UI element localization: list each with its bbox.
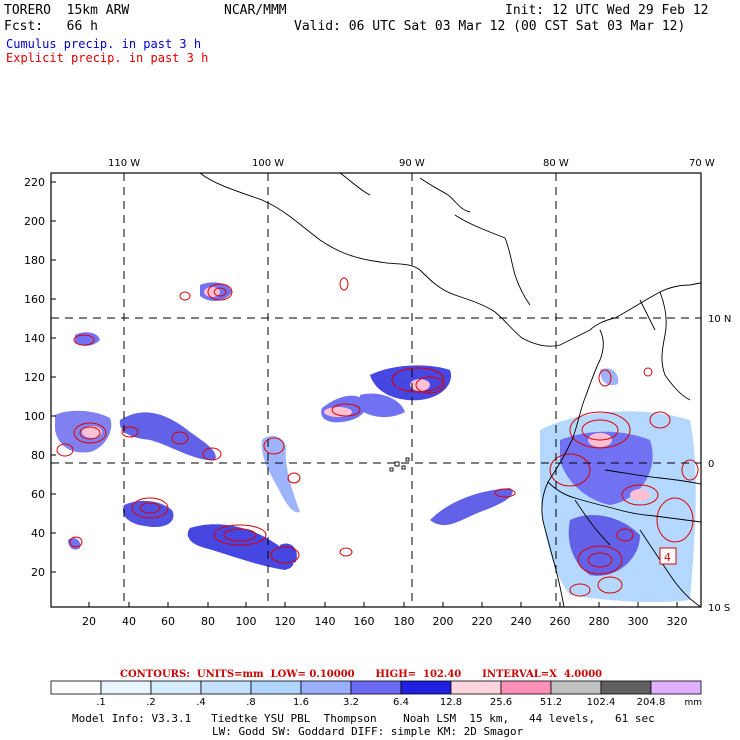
x-tick: 160 bbox=[354, 615, 375, 628]
forecast-hour: Fcst: 66 h bbox=[4, 19, 98, 34]
x-tick: 240 bbox=[511, 615, 532, 628]
x-tick: 220 bbox=[472, 615, 493, 628]
y-tick: 40 bbox=[31, 527, 45, 540]
lon-label-100w: 100 W bbox=[252, 158, 284, 169]
colorbar-unit: mm bbox=[684, 698, 702, 708]
y-tick: 200 bbox=[24, 215, 45, 228]
y-tick: 160 bbox=[24, 293, 45, 306]
x-tick: 280 bbox=[589, 615, 610, 628]
colorbar-label: .2 bbox=[146, 697, 156, 708]
marker-label: 4 bbox=[664, 551, 671, 564]
coastlines bbox=[199, 172, 702, 608]
x-tick: 260 bbox=[550, 615, 571, 628]
colorbar-label: 6.4 bbox=[393, 697, 409, 708]
x-tick: 120 bbox=[275, 615, 296, 628]
valid-time: Valid: 06 UTC Sat 03 Mar 12 (00 CST Sat … bbox=[294, 19, 686, 34]
y-tick: 20 bbox=[31, 566, 45, 579]
colorbar-label: 51.2 bbox=[540, 697, 562, 708]
model-physics: LW: Godd SW: Goddard DIFF: simple KM: 2D… bbox=[212, 725, 524, 738]
org-label: NCAR/MMM bbox=[224, 3, 287, 18]
y-tick: 180 bbox=[24, 254, 45, 267]
colorbar-swatch bbox=[50, 680, 102, 695]
x-axis-ticks: 20 40 60 80 100 120 140 160 180 200 220 … bbox=[82, 615, 688, 628]
marker-box bbox=[659, 547, 677, 565]
lat-labels: 10 N 0 10 S bbox=[708, 314, 731, 614]
colorbar-swatch bbox=[550, 680, 602, 695]
y-tick: 140 bbox=[24, 332, 45, 345]
colorbar-swatch bbox=[150, 680, 202, 695]
y-tick: 60 bbox=[31, 488, 45, 501]
colorbar-label: 102.4 bbox=[587, 697, 616, 708]
colorbar-swatch bbox=[600, 680, 652, 695]
colorbar-label: 3.2 bbox=[343, 697, 359, 708]
colorbar-label: .8 bbox=[246, 697, 256, 708]
y-tick: 80 bbox=[31, 449, 45, 462]
y-tick: 120 bbox=[24, 371, 45, 384]
lon-label-80w: 80 W bbox=[543, 158, 569, 169]
colorbar-swatch bbox=[300, 680, 352, 695]
lat-label-10n: 10 N bbox=[708, 314, 731, 325]
x-tick: 80 bbox=[201, 615, 215, 628]
colorbar-label: 12.8 bbox=[440, 697, 462, 708]
x-tick-marks bbox=[88, 602, 678, 607]
colorbar-swatch bbox=[500, 680, 552, 695]
x-tick: 300 bbox=[628, 615, 649, 628]
colorbar-label: 204.8 bbox=[637, 697, 666, 708]
lat-lon-gridlines bbox=[51, 173, 701, 607]
lon-labels: 110 W 100 W 90 W 80 W 70 W bbox=[108, 158, 715, 169]
y-axis-ticks: 220 200 180 160 140 120 100 80 60 40 20 bbox=[24, 176, 45, 579]
model-title: TORERO 15km ARW bbox=[4, 3, 130, 18]
lat-label-10s: 10 S bbox=[708, 603, 730, 614]
colorbar-label: .1 bbox=[96, 697, 106, 708]
contours-info: CONTOURS: UNITS=mm LOW= 0.10000 HIGH= 10… bbox=[120, 669, 603, 680]
colorbar-swatch bbox=[100, 680, 152, 695]
x-tick: 180 bbox=[394, 615, 415, 628]
colorbar-swatch bbox=[350, 680, 402, 695]
model-info: Model Info: V3.3.1 Tiedtke YSU PBL Thomp… bbox=[72, 712, 655, 725]
lat-label-0: 0 bbox=[708, 459, 714, 470]
x-tick: 320 bbox=[667, 615, 688, 628]
colorbar-label: 25.6 bbox=[490, 697, 512, 708]
colorbar-label: .4 bbox=[196, 697, 206, 708]
x-tick: 100 bbox=[236, 615, 257, 628]
cumulus-legend: Cumulus precip. in past 3 h bbox=[6, 37, 202, 51]
colorbar-swatch bbox=[450, 680, 502, 695]
x-tick: 140 bbox=[315, 615, 336, 628]
y-tick: 220 bbox=[24, 176, 45, 189]
y-tick-marks bbox=[51, 181, 56, 573]
lon-label-70w: 70 W bbox=[689, 158, 715, 169]
init-time: Init: 12 UTC Wed 29 Feb 12 bbox=[505, 3, 709, 18]
x-tick: 60 bbox=[161, 615, 175, 628]
lon-label-90w: 90 W bbox=[399, 158, 425, 169]
colorbar-label: 1.6 bbox=[293, 697, 309, 708]
colorbar-swatch bbox=[200, 680, 252, 695]
x-tick: 20 bbox=[82, 615, 96, 628]
x-tick: 200 bbox=[433, 615, 454, 628]
lon-label-110w: 110 W bbox=[108, 158, 140, 169]
explicit-precip-contours bbox=[56, 277, 699, 597]
explicit-legend: Explicit precip. in past 3 h bbox=[6, 51, 209, 65]
colorbar-swatch bbox=[250, 680, 302, 695]
colorbar-swatch bbox=[650, 680, 702, 695]
x-tick: 40 bbox=[122, 615, 136, 628]
y-tick: 100 bbox=[24, 410, 45, 423]
colorbar: .1 .2 .4 .8 1.6 3.2 6.4 12.8 25.6 51.2 102.4 204.8 m… bbox=[50, 680, 702, 708]
colorbar-swatch bbox=[400, 680, 452, 695]
